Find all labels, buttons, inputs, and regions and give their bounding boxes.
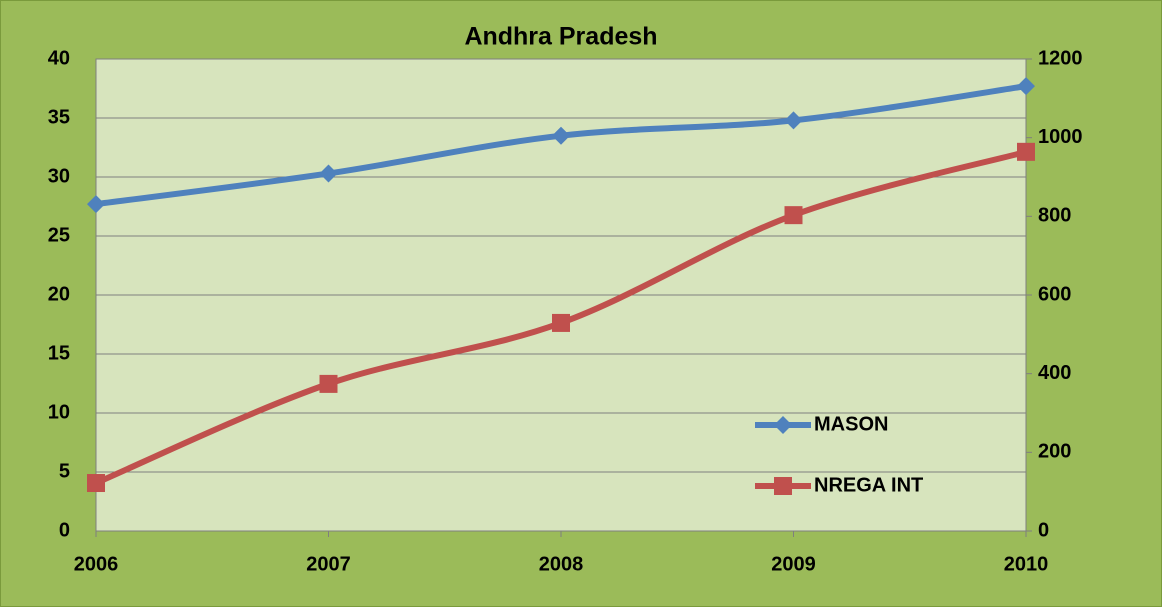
- y-tick-label: 5: [59, 460, 70, 482]
- y2-tick-label: 1200: [1038, 47, 1083, 69]
- legend-label: NREGA INT: [814, 474, 923, 496]
- marker: [87, 474, 105, 493]
- x-tick-label: 2006: [74, 553, 119, 575]
- y2-tick-label: 400: [1038, 362, 1071, 384]
- marker: [319, 374, 338, 393]
- y2-tick-label: 600: [1038, 283, 1071, 305]
- y-tick-label: 40: [48, 47, 70, 69]
- y-tick-label: 0: [59, 519, 70, 541]
- chart-title: Andhra Pradesh: [464, 23, 657, 51]
- marker: [87, 195, 105, 214]
- x-tick-label: 2008: [539, 553, 584, 575]
- marker: [1017, 142, 1035, 161]
- x-tick-label: 2009: [771, 553, 816, 575]
- y2-tick-label: 0: [1038, 519, 1049, 541]
- legend-marker: [774, 416, 792, 434]
- y-tick-label: 25: [48, 224, 70, 246]
- marker: [319, 164, 338, 183]
- marker: [784, 111, 803, 130]
- legend-marker: [774, 477, 792, 495]
- marker: [552, 313, 570, 332]
- x-tick-label: 2007: [306, 553, 351, 575]
- y2-tick-label: 800: [1038, 205, 1071, 227]
- marker: [552, 126, 570, 145]
- y-tick-label: 10: [48, 401, 70, 423]
- y-tick-label: 30: [48, 165, 70, 187]
- legend-label: MASON: [814, 413, 888, 435]
- y-tick-label: 20: [48, 283, 70, 305]
- marker: [1017, 77, 1035, 96]
- x-tick-label: 2010: [1004, 553, 1049, 575]
- y-tick-label: 15: [48, 342, 70, 364]
- y2-tick-label: 200: [1038, 441, 1071, 463]
- marker: [784, 206, 803, 225]
- y2-tick-label: 1000: [1038, 126, 1083, 148]
- y-tick-label: 35: [48, 106, 70, 128]
